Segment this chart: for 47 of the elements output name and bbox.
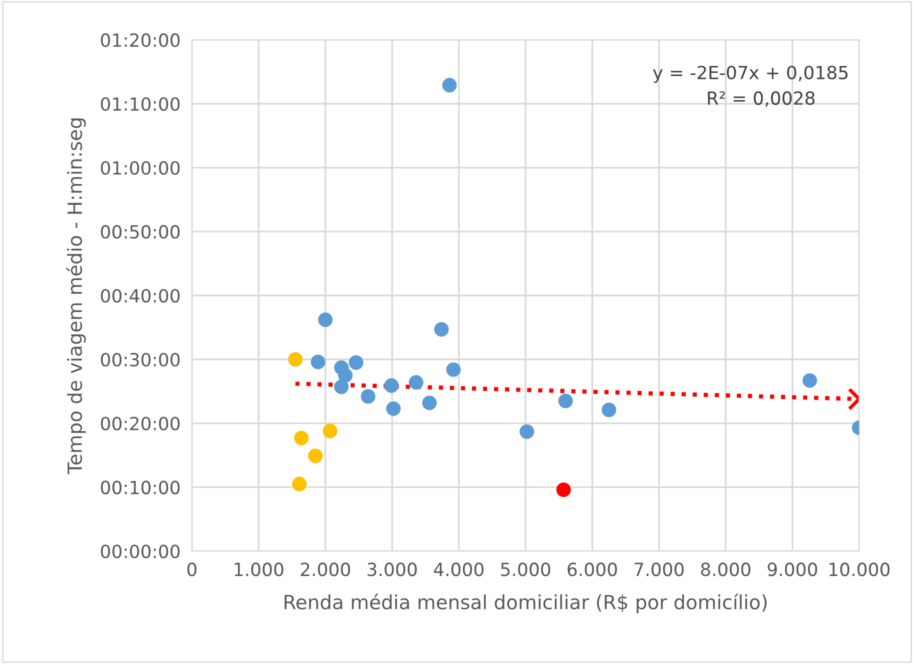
point — [322, 424, 338, 438]
y-tick-label: 00:10:00 — [100, 480, 180, 494]
y-tick-label: 00:40:00 — [100, 288, 180, 303]
x-tick-label: 4.000 — [434, 562, 484, 576]
x-tick-label: 0 — [187, 562, 196, 576]
x-tick-label: 8.000 — [701, 562, 750, 576]
point — [386, 401, 401, 416]
y-tick-label: 01:00:00 — [100, 161, 180, 175]
y-axis-title: Tempo de viagem médio - H:min:seg — [66, 118, 86, 474]
point — [446, 362, 461, 377]
point — [802, 373, 818, 388]
point — [556, 482, 571, 498]
y-tick-label: 01:10:00 — [100, 97, 180, 111]
point — [288, 352, 303, 367]
x-tick-label: 10.000 — [830, 562, 890, 576]
x-tick-label: 9.000 — [768, 562, 818, 576]
point — [434, 322, 449, 337]
point — [602, 402, 616, 418]
annotation: y = -2E-07x + 0,0185 — [653, 66, 848, 83]
y-tick-label: 00:50:00 — [100, 225, 180, 239]
y-tick-label: 01:20:00 — [100, 33, 180, 47]
y-tick-label: 00:20:00 — [100, 416, 180, 430]
x-tick-label: 2.000 — [300, 562, 350, 576]
point — [294, 430, 309, 446]
point — [442, 78, 457, 92]
point — [308, 448, 323, 464]
x-tick-label: 1.000 — [234, 562, 284, 576]
point — [558, 394, 573, 408]
point — [338, 368, 353, 383]
point — [318, 312, 333, 328]
point — [348, 355, 364, 370]
point — [520, 424, 534, 439]
point — [422, 396, 437, 410]
y-tick-label: 00:00:00 — [100, 544, 180, 558]
x-tick-label: 5.000 — [501, 562, 550, 576]
point — [310, 354, 326, 370]
x-axis-title: Renda média mensal domiciliar (R$ por domicílio) — [284, 594, 767, 614]
x-tick-label: 6.000 — [568, 562, 617, 576]
point — [360, 389, 376, 404]
annotation: R² = 0,0028 — [708, 91, 815, 107]
point — [292, 476, 307, 492]
point — [334, 380, 349, 394]
y-tick-label: 00:30:00 — [100, 352, 180, 367]
point — [384, 378, 399, 393]
point — [408, 375, 424, 390]
x-tick-label: 7.000 — [634, 562, 684, 576]
x-tick-label: 3.000 — [368, 562, 417, 576]
